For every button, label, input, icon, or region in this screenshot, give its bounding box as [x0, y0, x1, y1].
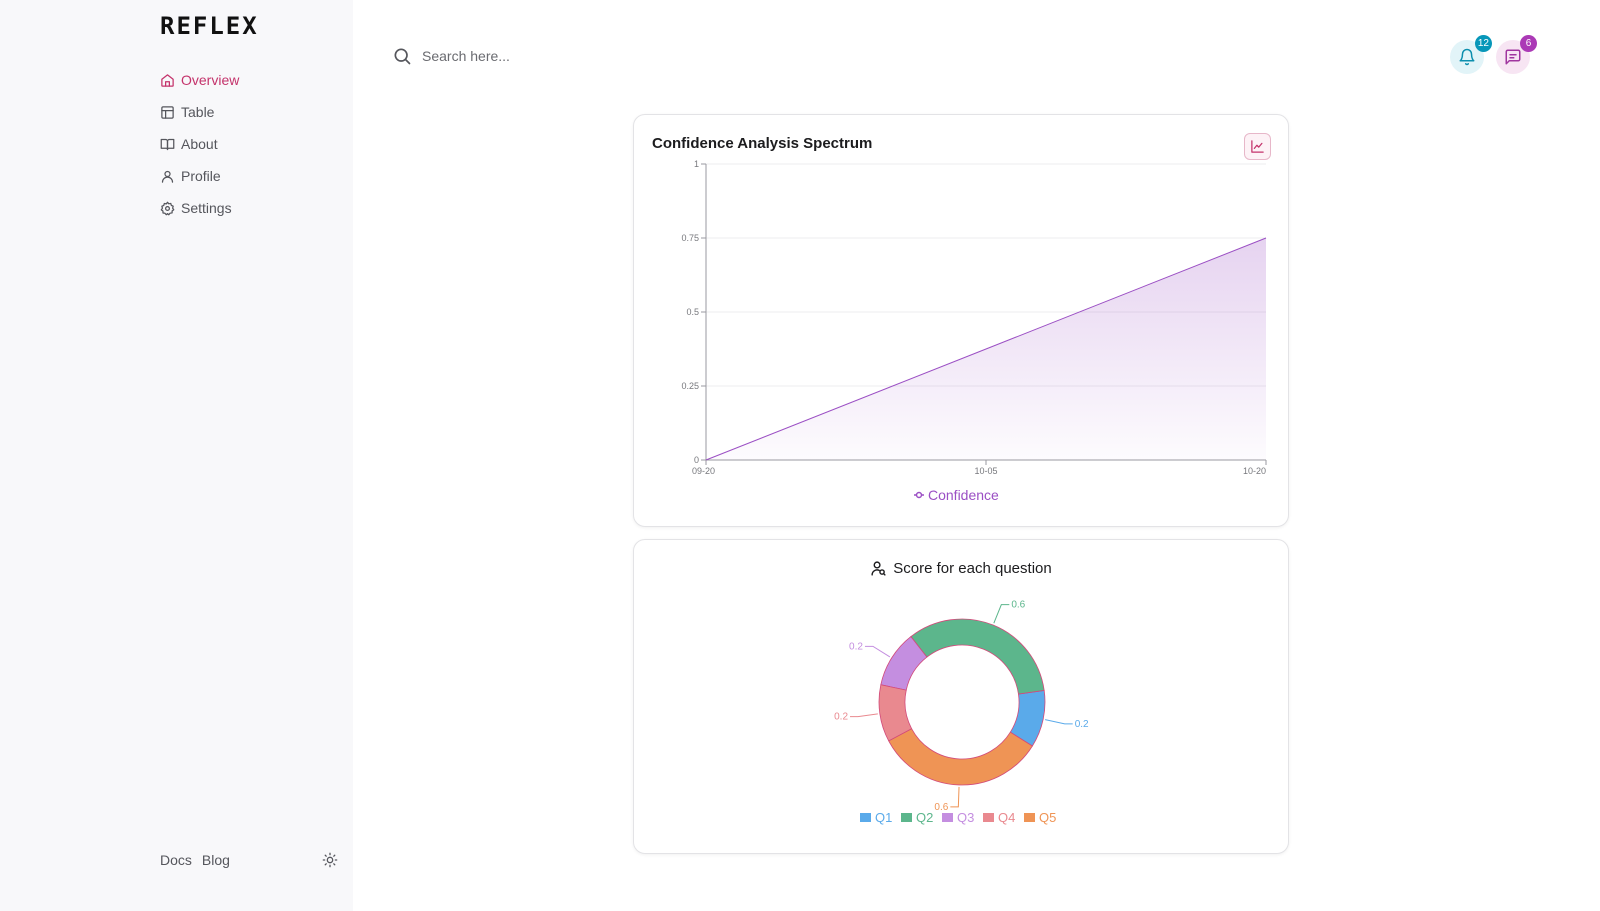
question-score-card: Score for each question 0.2 0.6 0.2 0.2 0.6 Q…	[633, 539, 1289, 854]
slice-label-line	[850, 713, 878, 718]
card-title-text: Score for each question	[893, 560, 1052, 577]
slice-q5	[888, 728, 1033, 786]
donut-chart: 0.2 0.6 0.2 0.2 0.6 Q1 Q2 Q3 Q4 Q5	[834, 600, 1089, 825]
slice-label-line	[864, 645, 891, 658]
chart-legend: Confidence	[914, 487, 999, 503]
gear-icon	[160, 201, 175, 215]
sidebar: REFLEX Overview Table About Profile Sett…	[0, 0, 353, 911]
blog-link[interactable]: Blog	[201, 852, 230, 868]
user-icon	[161, 170, 174, 183]
messages-badge: 6	[1520, 35, 1537, 52]
y-tick-label: 0.5	[686, 307, 699, 317]
slice-label: 0.2	[849, 641, 863, 652]
slice-label-line	[950, 786, 960, 808]
table-icon	[161, 105, 174, 119]
slice-label: 0.2	[1075, 719, 1089, 730]
card-title: Confidence Analysis Spectrum	[652, 135, 873, 152]
legend-label-q5: Q5	[1039, 810, 1056, 825]
message-icon	[1505, 49, 1521, 65]
legend-label-q1: Q1	[875, 810, 892, 825]
card-title: Score for each question	[634, 560, 1288, 577]
sidebar-item-label: Overview	[181, 72, 240, 88]
legend-swatch	[901, 813, 912, 822]
sidebar-item-profile[interactable]: Profile	[160, 160, 340, 192]
slice-label-line	[993, 604, 1010, 624]
legend-swatch	[983, 813, 994, 822]
sidebar-item-label: Table	[181, 104, 215, 120]
confidence-chart-card: Confidence Analysis Spectrum 0 0.25 0.5 0.7…	[633, 114, 1289, 527]
book-icon	[160, 138, 175, 150]
sun-icon[interactable]	[322, 852, 338, 868]
y-tick-label: 0.25	[681, 381, 699, 391]
sidebar-footer: Docs Blog	[160, 852, 338, 868]
y-tick-label: 0.75	[681, 233, 699, 243]
docs-link[interactable]: Docs	[160, 852, 192, 868]
x-tick-label: 10-05	[974, 466, 997, 476]
search-bar	[392, 46, 722, 66]
bell-icon	[1459, 48, 1475, 66]
sidebar-item-overview[interactable]: Overview	[160, 64, 340, 96]
legend-swatch	[942, 813, 953, 822]
sidebar-item-label: About	[181, 136, 218, 152]
area-chart: 0 0.25 0.5 0.75 1 09-20 10-05 10-20 Confidence	[681, 159, 1267, 503]
sidebar-item-table[interactable]: Table	[160, 96, 340, 128]
x-tick-label: 09-20	[692, 466, 715, 476]
logo: REFLEX	[160, 12, 259, 40]
legend-label: Confidence	[928, 487, 999, 503]
notifications-button[interactable]: 12	[1450, 35, 1492, 74]
legend-dot-marker	[915, 491, 923, 499]
legend-label-q3: Q3	[957, 810, 974, 825]
y-tick-label: 1	[694, 159, 699, 169]
home-icon	[161, 73, 174, 87]
legend-label-q2: Q2	[916, 810, 933, 825]
legend-swatch	[860, 813, 871, 822]
sidebar-nav: Overview Table About Profile Settings	[160, 64, 340, 224]
slice-label: 0.6	[934, 802, 948, 813]
sidebar-item-settings[interactable]: Settings	[160, 192, 340, 224]
slice-label: 0.2	[834, 712, 848, 723]
sidebar-item-label: Profile	[181, 168, 221, 184]
slice-label: 0.6	[1011, 600, 1025, 611]
sidebar-item-label: Settings	[181, 200, 232, 216]
sidebar-item-about[interactable]: About	[160, 128, 340, 160]
notifications-badge: 12	[1474, 35, 1492, 52]
confidence-line	[705, 237, 1267, 461]
chart-type-button[interactable]	[1244, 133, 1271, 160]
search-input[interactable]	[422, 48, 722, 64]
slice-label-line	[1045, 719, 1073, 725]
legend-swatch	[1024, 813, 1035, 822]
search-icon	[394, 48, 411, 65]
user-search-icon	[871, 561, 886, 576]
chart-line-icon	[1251, 140, 1264, 153]
legend-label-q4: Q4	[998, 810, 1015, 825]
messages-button[interactable]: 6	[1496, 35, 1537, 74]
chart-legend: Q1 Q2 Q3 Q4 Q5	[860, 810, 1056, 825]
y-tick-label: 0	[694, 455, 699, 465]
slice-q2	[910, 618, 1045, 695]
x-tick-label: 10-20	[1243, 466, 1266, 476]
